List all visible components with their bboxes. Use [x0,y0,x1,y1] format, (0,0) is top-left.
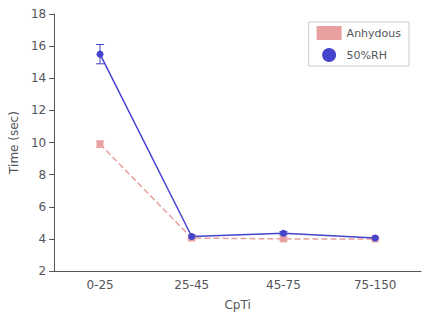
svg-text:75-150: 75-150 [354,278,397,292]
svg-text:4: 4 [39,232,47,246]
svg-text:16: 16 [31,39,46,53]
svg-text:18: 18 [31,7,46,21]
svg-text:Anhydous: Anhydous [347,27,402,40]
svg-text:2: 2 [39,264,47,278]
svg-text:45-75: 45-75 [266,278,301,292]
svg-text:10: 10 [31,136,46,150]
svg-text:8: 8 [39,168,47,182]
svg-text:CpTi: CpTi [224,298,250,312]
svg-text:6: 6 [39,200,47,214]
svg-text:50%RH: 50%RH [347,49,387,62]
svg-text:25-45: 25-45 [174,278,209,292]
svg-text:14: 14 [31,71,46,85]
svg-text:12: 12 [31,103,46,117]
svg-text:0-25: 0-25 [86,278,113,292]
svg-text:Time (sec): Time (sec) [7,111,21,175]
